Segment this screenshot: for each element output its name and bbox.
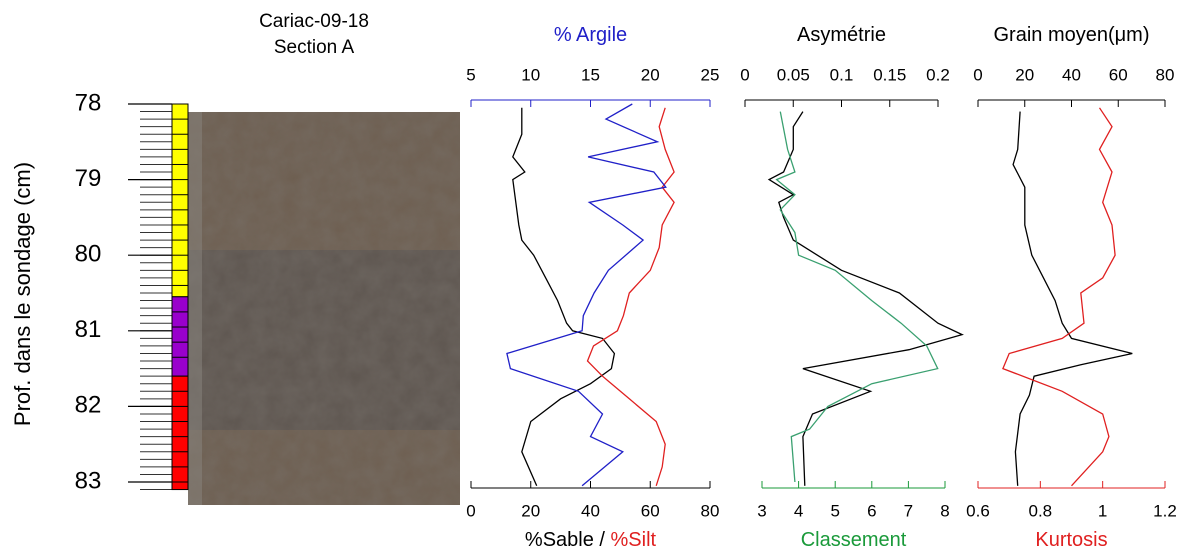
photo-edge xyxy=(188,112,202,505)
x2-tick-label: 0 xyxy=(740,65,749,84)
y-axis-label: Prof. dans le sondage (cm) xyxy=(10,162,35,426)
x-tick-label: 80 xyxy=(701,501,720,520)
lithology-unit xyxy=(171,375,189,491)
x-axis-label: %Sable / %Silt xyxy=(525,529,657,551)
x2-tick-label: 80 xyxy=(1156,65,1175,84)
x-tick-label: 8 xyxy=(940,501,949,520)
x2-axis-label-part: Grain moyen(μm) xyxy=(994,24,1150,46)
x2-tick-label: 10 xyxy=(521,65,540,84)
y-tick-label: 79 xyxy=(75,165,102,192)
x-axis-label-part: %Silt xyxy=(611,529,657,551)
x-tick-label: 3 xyxy=(757,501,766,520)
x-axis-label: Kurtosis xyxy=(1035,529,1107,551)
x-axis-label-part: %Sable / xyxy=(525,529,611,551)
x2-tick-label: 60 xyxy=(1109,65,1128,84)
x2-tick-label: 5 xyxy=(466,65,475,84)
x2-tick-label: 40 xyxy=(1062,65,1081,84)
x2-axis-label: Grain moyen(μm) xyxy=(994,24,1150,46)
x-tick-label: 60 xyxy=(641,501,660,520)
series-line xyxy=(767,111,964,486)
photo-texture xyxy=(188,112,460,505)
series-line xyxy=(775,111,939,483)
x-tick-label: 1.2 xyxy=(1153,501,1177,520)
series-line xyxy=(506,103,667,487)
x-axis-label-part: Kurtosis xyxy=(1035,529,1107,551)
x-tick-label: 5 xyxy=(830,501,839,520)
lithology-unit xyxy=(171,103,189,298)
x-tick-label: 6 xyxy=(867,501,876,520)
x-axis-label: Classement xyxy=(801,529,907,551)
x2-axis-label-part: % Argile xyxy=(554,24,627,46)
x2-tick-label: 25 xyxy=(701,65,720,84)
y-tick-label: 78 xyxy=(75,89,102,116)
core-subtitle: Section A xyxy=(274,37,355,58)
x2-tick-label: 0.2 xyxy=(926,65,950,84)
y-tick-label: 82 xyxy=(75,392,102,419)
x-tick-label: 40 xyxy=(581,501,600,520)
x2-tick-label: 20 xyxy=(641,65,660,84)
x2-tick-label: 0.1 xyxy=(830,65,854,84)
core-title: Cariac-09-18 xyxy=(259,11,369,32)
core-photo xyxy=(188,112,460,505)
x-tick-label: 0.8 xyxy=(1029,501,1053,520)
series-line xyxy=(1002,107,1116,487)
x-tick-label: 0 xyxy=(466,501,475,520)
y-tick-label: 81 xyxy=(75,316,102,343)
x2-tick-label: 0.05 xyxy=(777,65,810,84)
x2-axis-label: Asymétrie xyxy=(797,24,886,46)
x2-axis-label: % Argile xyxy=(554,24,627,46)
series-line xyxy=(1012,111,1133,486)
x2-tick-label: 15 xyxy=(581,65,600,84)
x2-tick-label: 0 xyxy=(973,65,982,84)
x-tick-label: 7 xyxy=(904,501,913,520)
x2-tick-label: 20 xyxy=(1015,65,1034,84)
x-tick-label: 0.6 xyxy=(966,501,990,520)
y-tick-label: 80 xyxy=(75,241,102,268)
x-axis-label-part: Classement xyxy=(801,529,907,551)
x2-axis-label-part: Asymétrie xyxy=(797,24,886,46)
series-line xyxy=(586,107,675,486)
x-tick-label: 1 xyxy=(1098,501,1107,520)
series-line xyxy=(512,107,616,487)
x-tick-label: 4 xyxy=(794,501,803,520)
x-tick-label: 20 xyxy=(521,501,540,520)
x2-tick-label: 0.15 xyxy=(873,65,906,84)
y-tick-label: 83 xyxy=(75,467,102,494)
lithology-unit xyxy=(171,296,189,377)
